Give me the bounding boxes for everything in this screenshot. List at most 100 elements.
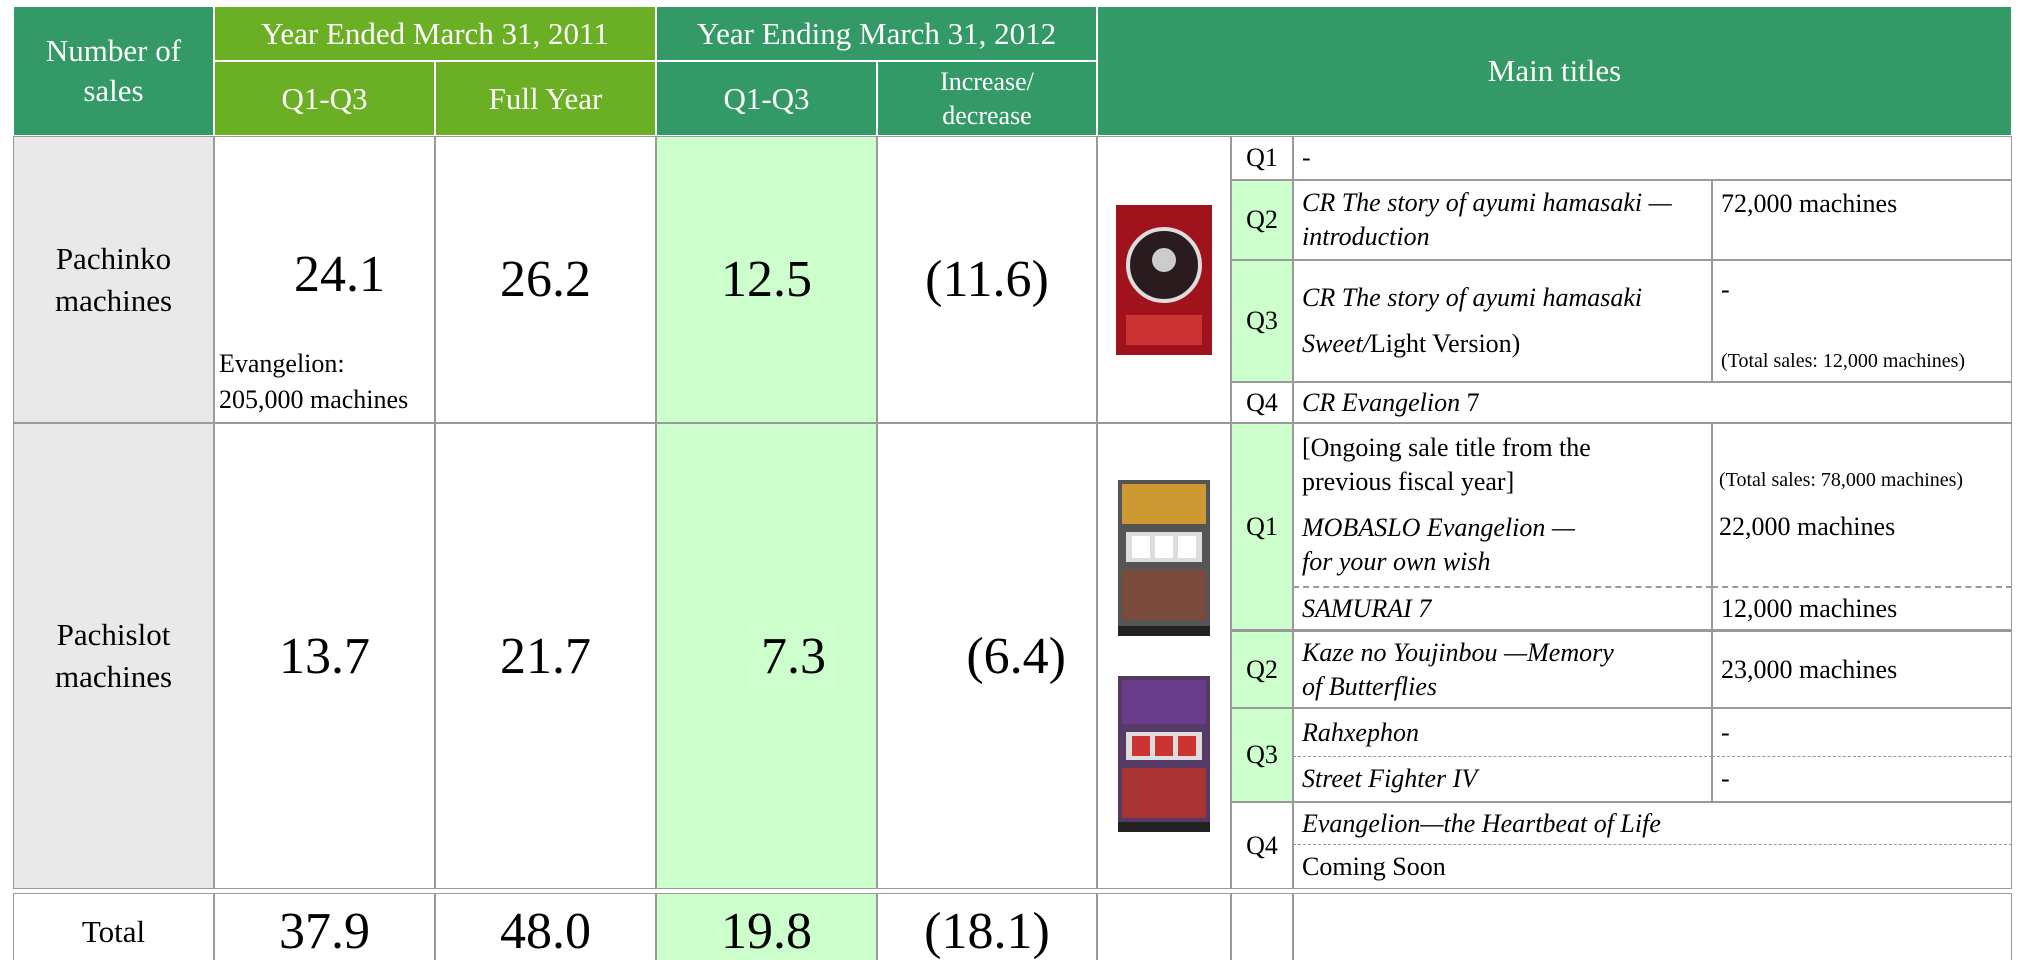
value: 19.8: [721, 902, 812, 960]
header-text: Number of sales: [44, 31, 183, 111]
title-cell: Kaze no Youjinbou —Memory of Butterflies: [1293, 630, 1712, 708]
title-italic: CR Evangelion: [1302, 388, 1460, 418]
quarter-text: Q1: [1246, 143, 1278, 173]
value-cell: 12.5: [656, 136, 877, 423]
title-cell: -: [1293, 136, 2012, 180]
note: [Ongoing sale title from the previous fi…: [1302, 431, 1602, 499]
header-text: Full Year: [489, 81, 603, 117]
quarter-text: Q3: [1246, 306, 1278, 336]
title-cell: CR The story of ayumi hamasaki Sweet/Lig…: [1293, 260, 1712, 382]
amount: 23,000 machines: [1721, 655, 1897, 685]
header-text: Main titles: [1488, 53, 1621, 89]
value-cell: 19.8: [656, 893, 877, 960]
amount: 22,000 machines: [1719, 512, 1895, 542]
title-cell: Evangelion—the Heartbeat of Life: [1293, 802, 2012, 845]
row-label-text: Total: [82, 914, 145, 950]
machine-image: [1116, 205, 1212, 355]
empty-cell: [1293, 893, 2012, 960]
quarter-text: Q2: [1246, 655, 1278, 685]
title: MOBASLO Evangelion —for your own wish: [1302, 511, 1602, 579]
page: Number of sales Year Ended March 31, 201…: [0, 0, 2029, 960]
title-plain: Light Version): [1370, 329, 1520, 358]
value: 24.1: [294, 245, 385, 304]
quarter: Q1: [1231, 136, 1293, 180]
header-cell: Q1-Q3: [656, 61, 877, 136]
value-cell: 48.0: [435, 893, 656, 960]
title-cell: [Ongoing sale title from the previous fi…: [1293, 423, 1712, 586]
value: 7.3: [761, 627, 826, 686]
value-cell: (11.6): [877, 136, 1097, 423]
title-cell: CR The story of ayumi hamasaki —introduc…: [1293, 180, 1712, 260]
amount-cell: 72,000 machines: [1712, 180, 2012, 260]
value: 26.2: [500, 250, 591, 309]
row-label-text: Pachinko machines: [44, 238, 183, 322]
value-cell: 21.7: [435, 423, 656, 889]
amount-cell: - (Total sales: 12,000 machines): [1712, 260, 2012, 382]
title-plain: 7: [1467, 388, 1480, 418]
value: 21.7: [500, 627, 591, 686]
value-cell: 7.3: [656, 423, 877, 889]
title-cell: Rahxephon: [1293, 708, 1712, 757]
header-text: Year Ending March 31, 2012: [697, 16, 1056, 52]
value: 12.5: [721, 250, 812, 309]
value-cell: (18.1): [877, 893, 1097, 960]
title-cell: SAMURAI 7: [1293, 586, 1712, 630]
amount: 72,000 machines: [1721, 189, 1897, 219]
status: Coming Soon: [1302, 852, 1446, 882]
image-cell: [1097, 136, 1231, 423]
header-cell: Increase/ decrease: [877, 61, 1097, 136]
row-label: Total: [13, 893, 214, 960]
status-cell: Coming Soon: [1293, 845, 2012, 889]
row-label: Pachinko machines: [13, 136, 214, 423]
amount: -: [1721, 275, 1730, 305]
title: Evangelion—the Heartbeat of Life: [1302, 809, 1661, 839]
value-cell: 13.7: [214, 423, 435, 889]
value-cell: 26.2: [435, 136, 656, 423]
quarter: Q4: [1231, 802, 1293, 889]
title: Street Fighter IV: [1302, 764, 1477, 794]
quarter: Q3: [1231, 708, 1293, 802]
header-cell: Main titles: [1097, 6, 2012, 136]
title-cell: Street Fighter IV: [1293, 757, 1712, 802]
quarter: Q4: [1231, 382, 1293, 423]
title: CR The story of ayumi hamasaki Sweet/Lig…: [1302, 275, 1702, 367]
empty-cell: [1097, 893, 1231, 960]
row-label: Pachislot machines: [13, 423, 214, 889]
title-cell: CR Evangelion 7: [1293, 382, 2012, 423]
value: (11.6): [925, 250, 1049, 309]
amount: -: [1721, 718, 1730, 748]
image-cell: [1097, 423, 1231, 889]
header-text: Year Ended March 31, 2011: [261, 16, 609, 52]
value-cell: 24.1 Evangelion: 205,000 machines: [214, 136, 435, 423]
header-text: Q1-Q3: [723, 81, 809, 117]
value: 13.7: [279, 627, 370, 686]
title: Kaze no Youjinbou —Memory of Butterflies: [1302, 636, 1632, 704]
value-cell: (6.4): [877, 423, 1097, 889]
value-cell: 37.9: [214, 893, 435, 960]
amount-cell: (Total sales: 78,000 machines) 22,000 mac…: [1712, 423, 2012, 586]
header-cell: Q1-Q3: [214, 61, 435, 136]
title: -: [1302, 143, 1311, 173]
total-sales: (Total sales: 12,000 machines): [1721, 350, 1965, 373]
amount-cell: 23,000 machines: [1712, 630, 2012, 708]
value: 37.9: [279, 902, 370, 960]
header-cell: Full Year: [435, 61, 656, 136]
quarter: Q2: [1231, 180, 1293, 260]
value: (18.1): [924, 902, 1050, 960]
row-label-text: Pachislot machines: [44, 614, 183, 698]
value: 48.0: [500, 902, 591, 960]
machine-image: [1118, 480, 1210, 636]
note: Evangelion: 205,000 machines: [219, 346, 434, 418]
header-text: Increase/ decrease: [928, 65, 1046, 133]
amount: 12,000 machines: [1721, 594, 1897, 624]
title: CR The story of ayumi hamasaki —introduc…: [1302, 186, 1692, 254]
quarter-text: Q2: [1246, 205, 1278, 235]
amount: -: [1721, 764, 1730, 794]
amount-cell: -: [1712, 708, 2012, 757]
total-sales: (Total sales: 78,000 machines): [1719, 469, 1963, 492]
header-cell: Year Ended March 31, 2011: [214, 6, 656, 61]
title: Rahxephon: [1302, 718, 1419, 748]
title: SAMURAI 7: [1302, 594, 1431, 624]
header-cell: Year Ending March 31, 2012: [656, 6, 1097, 61]
amount-cell: -: [1712, 757, 2012, 802]
